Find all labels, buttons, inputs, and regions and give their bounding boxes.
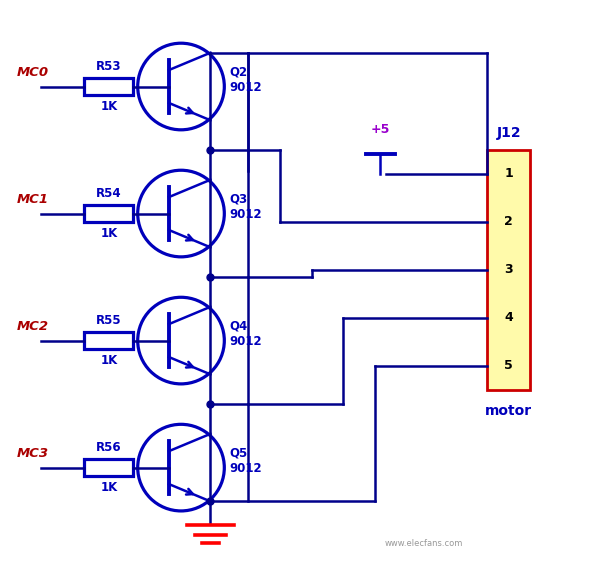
Text: +5: +5 bbox=[371, 124, 390, 136]
Text: www.elecfans.com: www.elecfans.com bbox=[384, 539, 463, 549]
Bar bbox=[84, 459, 133, 476]
Text: 1K: 1K bbox=[100, 100, 117, 113]
Text: R54: R54 bbox=[96, 187, 122, 201]
Text: 2: 2 bbox=[504, 215, 513, 229]
Bar bbox=[84, 78, 133, 95]
Text: MC3: MC3 bbox=[17, 447, 49, 460]
Text: 4: 4 bbox=[504, 311, 513, 324]
Text: Q5
9012: Q5 9012 bbox=[229, 447, 262, 475]
Text: motor: motor bbox=[485, 404, 533, 418]
Text: R56: R56 bbox=[96, 441, 122, 454]
Text: R53: R53 bbox=[96, 60, 122, 73]
Text: Q3
9012: Q3 9012 bbox=[229, 192, 262, 220]
Text: MC0: MC0 bbox=[17, 66, 49, 79]
Bar bbox=[84, 332, 133, 349]
Text: 3: 3 bbox=[505, 264, 513, 276]
Text: 1K: 1K bbox=[100, 227, 117, 240]
Text: MC2: MC2 bbox=[17, 320, 49, 333]
Text: 5: 5 bbox=[504, 359, 513, 372]
Text: Q4
9012: Q4 9012 bbox=[229, 319, 262, 347]
Text: R55: R55 bbox=[96, 314, 122, 327]
Text: Q2
9012: Q2 9012 bbox=[229, 65, 262, 94]
Bar bbox=[487, 150, 530, 389]
Text: J12: J12 bbox=[496, 125, 521, 140]
Text: MC1: MC1 bbox=[17, 193, 49, 206]
Text: 1K: 1K bbox=[100, 354, 117, 367]
Text: 1: 1 bbox=[504, 167, 513, 181]
Text: 1K: 1K bbox=[100, 481, 117, 494]
Bar bbox=[84, 205, 133, 222]
